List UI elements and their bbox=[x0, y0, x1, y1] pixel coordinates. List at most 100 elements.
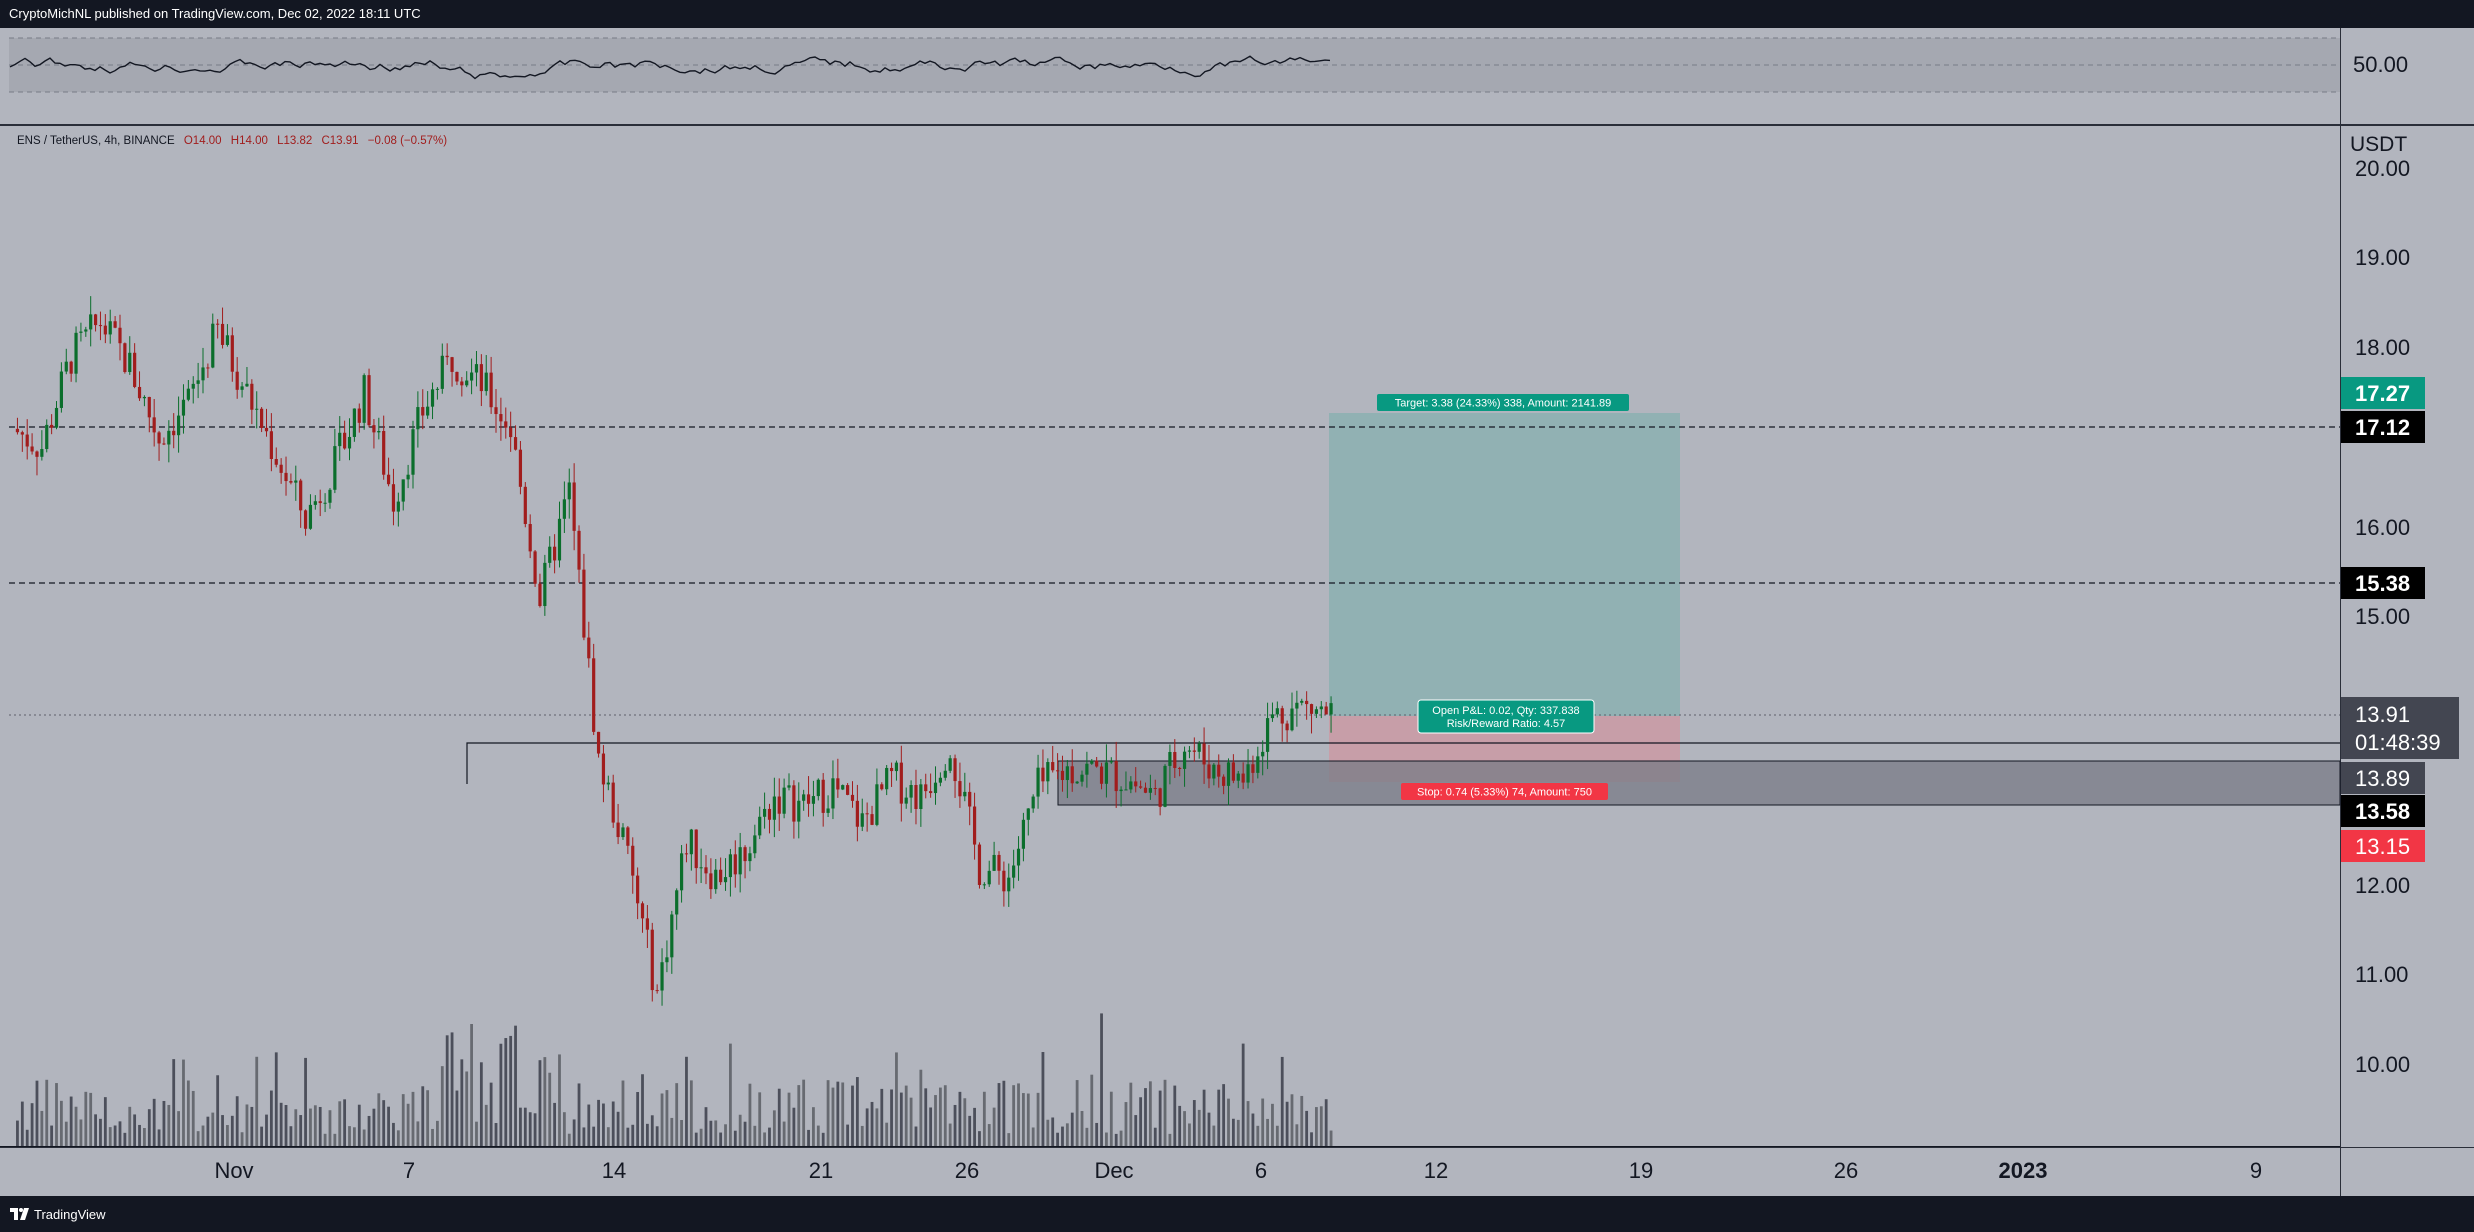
volume-bar bbox=[1310, 1132, 1313, 1146]
volume-bar bbox=[997, 1083, 1001, 1146]
volume-bar bbox=[206, 1116, 210, 1146]
volume-bar bbox=[562, 1112, 566, 1146]
volume-bar bbox=[665, 1090, 669, 1146]
volume-bar bbox=[16, 1120, 19, 1146]
time-tick: 12 bbox=[1424, 1158, 1448, 1183]
candle-body bbox=[1153, 788, 1157, 790]
volume-bar bbox=[1065, 1123, 1069, 1146]
candle-body bbox=[987, 870, 991, 885]
volume-bar bbox=[377, 1093, 381, 1146]
candle-body bbox=[133, 352, 137, 387]
volume-bar bbox=[84, 1091, 88, 1146]
volume-bar bbox=[1007, 1133, 1011, 1146]
candle-body bbox=[885, 767, 889, 790]
volume-bar bbox=[94, 1114, 97, 1146]
volume-bar bbox=[1168, 1133, 1172, 1146]
volume-bar bbox=[929, 1107, 933, 1146]
target-zone[interactable] bbox=[1329, 413, 1680, 716]
volume-bar bbox=[1158, 1090, 1162, 1146]
volume-bar bbox=[1207, 1112, 1211, 1146]
volume-bar bbox=[763, 1132, 766, 1146]
volume-bar bbox=[479, 1062, 483, 1146]
time-tick: 26 bbox=[955, 1158, 979, 1183]
candle-body bbox=[240, 386, 244, 390]
candle-body bbox=[40, 449, 44, 457]
candle-body bbox=[450, 357, 454, 372]
volume-bar bbox=[1124, 1102, 1128, 1146]
volume-bar bbox=[777, 1088, 781, 1146]
candle-body bbox=[679, 853, 684, 891]
support-trendline[interactable] bbox=[466, 742, 2340, 784]
candles bbox=[15, 296, 1333, 1006]
candle-body bbox=[982, 884, 986, 886]
volume-bar bbox=[186, 1080, 190, 1146]
stop-label: Stop: 0.74 (5.33%) 74, Amount: 750 bbox=[1401, 783, 1608, 800]
volume-bar bbox=[685, 1056, 688, 1146]
ohlc-change: −0.08 (−0.57%) bbox=[368, 135, 447, 147]
candle-body bbox=[1007, 877, 1011, 892]
candle-body bbox=[1246, 764, 1250, 783]
candle-body bbox=[484, 372, 488, 392]
candle-body bbox=[367, 375, 371, 426]
candle-body bbox=[1285, 723, 1289, 731]
candle-body bbox=[723, 877, 728, 883]
support-zone[interactable] bbox=[1057, 760, 2341, 806]
candle-body bbox=[572, 482, 576, 531]
symbol-legend[interactable]: ENS / TetherUS, 4h, BINANCE O14.00 H14.0… bbox=[17, 135, 447, 147]
candle-body bbox=[509, 427, 513, 438]
candle-body bbox=[343, 432, 347, 449]
oscillator-line bbox=[9, 55, 1331, 80]
candle-body bbox=[220, 323, 225, 345]
candle-body bbox=[1309, 704, 1314, 714]
volume-bar bbox=[855, 1077, 859, 1146]
volume-bar bbox=[797, 1085, 801, 1146]
candle-body bbox=[318, 501, 322, 504]
candle-body bbox=[645, 918, 649, 930]
ohlc-close: C13.91 bbox=[321, 135, 358, 147]
candle-body bbox=[660, 962, 664, 991]
volume-bar bbox=[343, 1099, 347, 1146]
candle-body bbox=[670, 914, 674, 958]
candle-body bbox=[279, 464, 283, 473]
stop-label-text: Stop: 0.74 (5.33%) 74, Amount: 750 bbox=[1417, 787, 1592, 799]
candle-body bbox=[1085, 763, 1089, 775]
candle-body bbox=[176, 415, 181, 436]
candle-body bbox=[636, 875, 640, 904]
volume-bar bbox=[499, 1043, 503, 1146]
volume-bar bbox=[572, 1119, 576, 1146]
volume-bar bbox=[108, 1127, 112, 1146]
volume-bar bbox=[519, 1107, 522, 1146]
candle-body bbox=[225, 335, 230, 345]
candle-body bbox=[616, 822, 620, 838]
volume-bar bbox=[133, 1114, 137, 1146]
time-axis-labels: Nov 7 14 21 26 Dec 6 12 19 26 2023 9 bbox=[214, 1158, 2262, 1183]
volume-bar bbox=[152, 1098, 156, 1146]
candle-body bbox=[821, 779, 825, 813]
candle-body bbox=[889, 767, 894, 772]
candle-body bbox=[167, 430, 171, 445]
volume-bar bbox=[79, 1119, 83, 1146]
candle-body bbox=[284, 472, 288, 482]
candle-body bbox=[1070, 766, 1074, 784]
volume-bar bbox=[45, 1079, 49, 1146]
volume-bar bbox=[689, 1080, 693, 1146]
published-text: CryptoMichNL published on TradingView.co… bbox=[9, 6, 421, 21]
candle-body bbox=[323, 502, 327, 504]
candle-body bbox=[650, 929, 654, 991]
volume-bar bbox=[406, 1103, 410, 1146]
volume-bar bbox=[821, 1132, 825, 1146]
candle-body bbox=[1226, 762, 1231, 786]
badge-level-upper-text: 17.12 bbox=[2355, 415, 2410, 440]
time-axis[interactable] bbox=[0, 1148, 2474, 1196]
volume-bar bbox=[1026, 1093, 1030, 1146]
volume-bar bbox=[919, 1069, 923, 1146]
candle-body bbox=[601, 753, 606, 785]
volume-bar bbox=[177, 1111, 180, 1146]
candle-body bbox=[1207, 764, 1211, 779]
candle-body bbox=[1290, 708, 1294, 731]
candle-body bbox=[504, 421, 508, 428]
ohlc-open: O14.00 bbox=[184, 135, 222, 147]
candle-body bbox=[577, 530, 581, 570]
candle-body bbox=[1129, 781, 1133, 790]
